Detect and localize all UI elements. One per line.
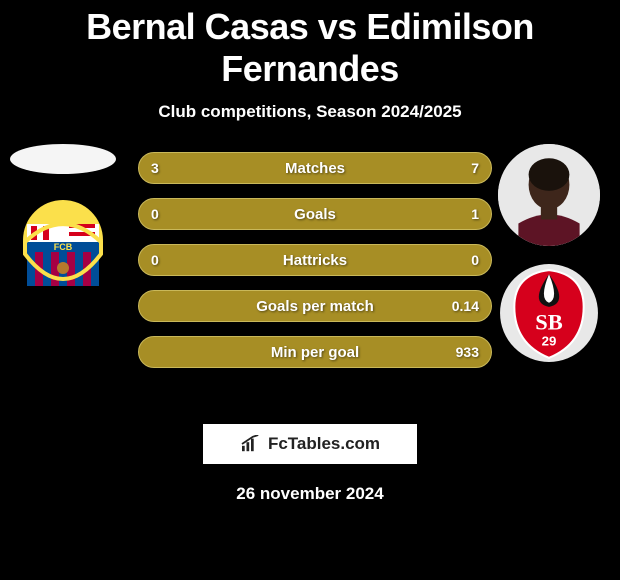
stat-left-value: 3 bbox=[151, 160, 211, 176]
stat-right-value: 0 bbox=[419, 252, 479, 268]
barcelona-crest-icon: FCB bbox=[13, 198, 113, 298]
stat-row-hattricks: 0 Hattricks 0 bbox=[138, 244, 492, 276]
page-title: Bernal Casas vs Edimilson Fernandes bbox=[0, 0, 620, 90]
stat-label: Matches bbox=[285, 160, 345, 177]
stat-label: Goals per match bbox=[256, 298, 374, 315]
chart-icon bbox=[240, 435, 262, 453]
brand-badge: FcTables.com bbox=[203, 424, 417, 464]
right-player-photo bbox=[498, 144, 600, 246]
stat-row-goals: 0 Goals 1 bbox=[138, 198, 492, 230]
stat-right-value: 7 bbox=[419, 160, 479, 176]
brand-text: FcTables.com bbox=[268, 434, 380, 454]
stat-row-goals-per-match: Goals per match 0.14 bbox=[138, 290, 492, 322]
subtitle: Club competitions, Season 2024/2025 bbox=[0, 102, 620, 122]
left-player-photo-placeholder bbox=[10, 144, 116, 174]
player-avatar-icon bbox=[498, 144, 600, 246]
svg-text:SB: SB bbox=[535, 309, 562, 334]
snapshot-date: 26 november 2024 bbox=[0, 484, 620, 504]
comparison-block: FCB bbox=[0, 152, 620, 402]
stat-label: Hattricks bbox=[283, 252, 347, 269]
stat-right-value: 933 bbox=[419, 344, 479, 360]
stat-label: Goals bbox=[294, 206, 336, 223]
right-player-column: SB 29 bbox=[498, 144, 600, 364]
stat-left-value: 0 bbox=[151, 252, 211, 268]
svg-text:29: 29 bbox=[542, 334, 557, 349]
stat-row-min-per-goal: Min per goal 933 bbox=[138, 336, 492, 368]
svg-text:FCB: FCB bbox=[54, 242, 73, 252]
left-player-column: FCB bbox=[10, 144, 116, 298]
stat-right-value: 1 bbox=[419, 206, 479, 222]
stat-row-matches: 3 Matches 7 bbox=[138, 152, 492, 184]
brest-crest-icon: SB 29 bbox=[498, 262, 600, 364]
stat-right-value: 0.14 bbox=[419, 298, 479, 314]
left-club-badge: FCB bbox=[13, 198, 113, 298]
stat-bars: 3 Matches 7 0 Goals 1 0 Hattricks 0 Goal… bbox=[138, 152, 492, 368]
right-club-badge: SB 29 bbox=[498, 262, 600, 364]
stat-left-value: 0 bbox=[151, 206, 211, 222]
stat-label: Min per goal bbox=[271, 344, 359, 361]
